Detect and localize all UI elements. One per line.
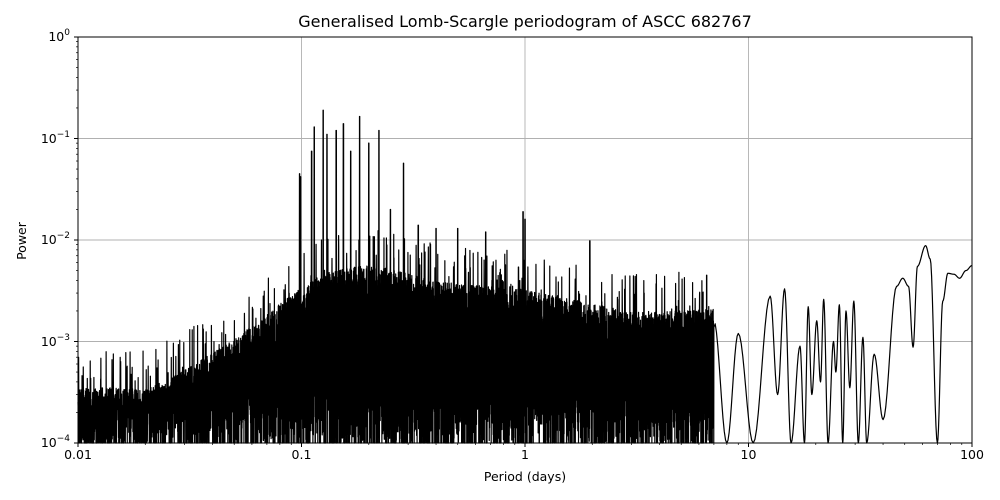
x-tick-label: 100	[960, 447, 984, 462]
y-tick-label: 10−3	[40, 332, 70, 349]
y-tick-label: 10−4	[40, 434, 70, 450]
x-axis-label: Period (days)	[483, 469, 567, 484]
x-tick-label: 1	[521, 447, 529, 462]
x-tick-label: 0.1	[291, 447, 312, 462]
x-tick-label: 0.01	[64, 447, 92, 462]
x-tick-label: 10	[740, 447, 757, 462]
y-tick-label: 100	[48, 28, 70, 44]
axes-frame	[77, 36, 973, 444]
y-tick-label: 10−2	[40, 231, 70, 247]
chart-title: Generalised Lomb-Scargle periodogram of …	[298, 12, 752, 31]
y-tick-label: 10−1	[40, 129, 70, 146]
y-axis-label: Power	[14, 222, 29, 260]
